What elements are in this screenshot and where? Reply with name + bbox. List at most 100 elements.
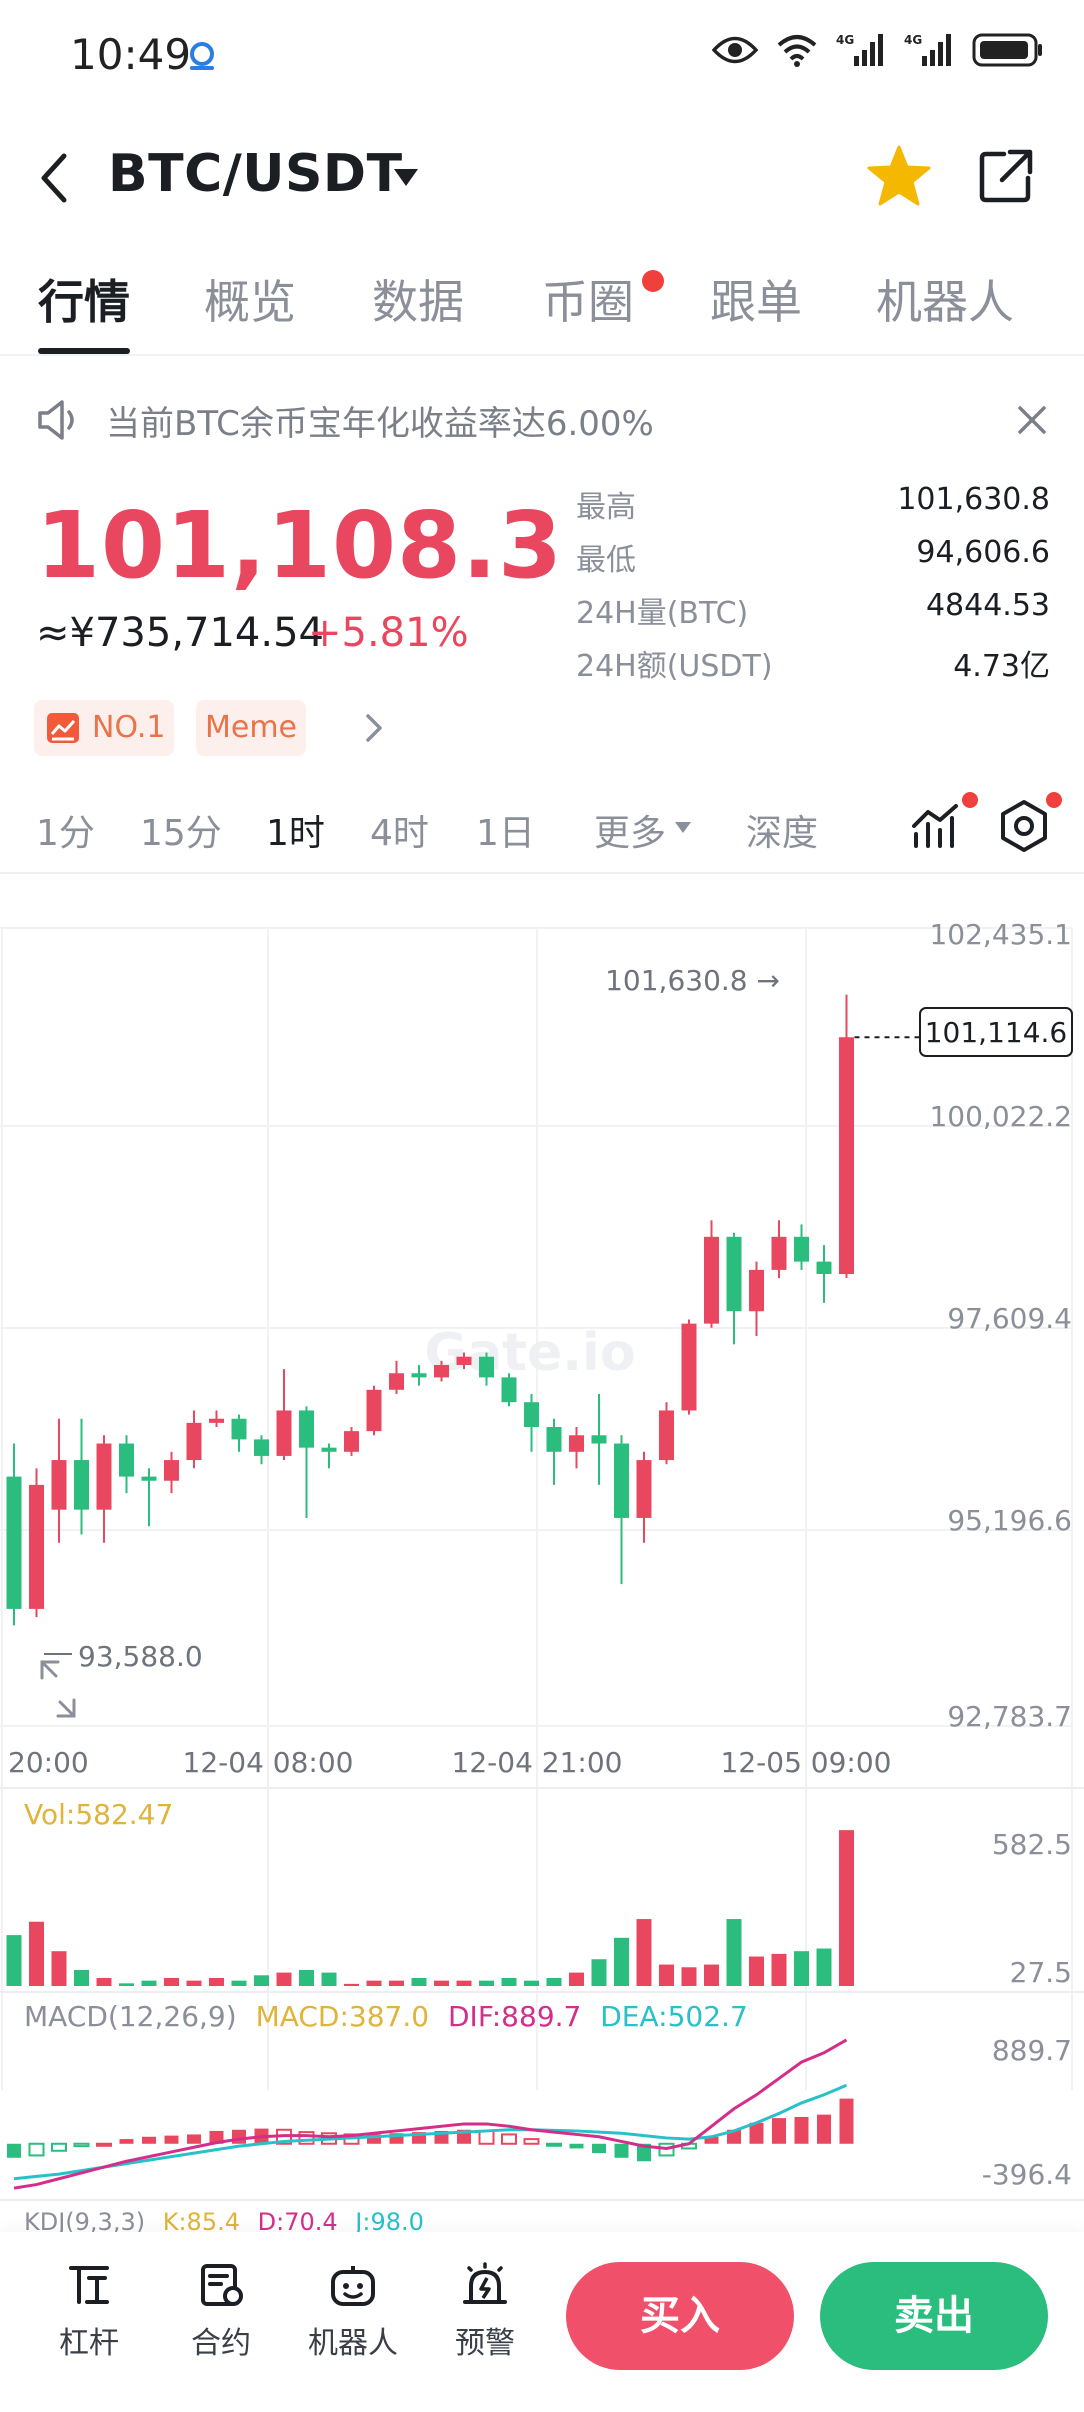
price-change-percent: +5.81% — [308, 610, 469, 656]
trend-chart-icon — [47, 713, 79, 743]
low-price-marker: 93,588.0 — [78, 1640, 203, 1673]
candle-body — [164, 1460, 179, 1481]
favorite-star-icon[interactable] — [866, 144, 932, 208]
alarm-nav[interactable]: 预警 — [430, 2262, 540, 2362]
stat-volume-value: 4844.53 — [925, 588, 1050, 623]
candle-body — [389, 1373, 404, 1390]
contract-nav[interactable]: 合约 — [166, 2262, 276, 2362]
volume-bar — [186, 1980, 202, 1986]
last-price: 101,108.3 — [36, 492, 563, 599]
volume-bar — [681, 1967, 697, 1986]
macd-histogram-bar — [187, 2134, 201, 2144]
volume-tick-label: 582.5 — [992, 1828, 1072, 1861]
volume-bar — [771, 1953, 787, 1986]
volume-bar — [614, 1937, 629, 1986]
macd-histogram-bar — [119, 2139, 134, 2144]
candle-body — [636, 1460, 652, 1518]
dif-line — [13, 2038, 848, 2190]
candle-body — [276, 1410, 292, 1456]
tab-community[interactable]: 币圈 — [542, 275, 634, 329]
indicator-icon[interactable] — [910, 800, 962, 852]
candle-body — [186, 1422, 202, 1461]
share-icon[interactable] — [976, 146, 1036, 206]
price-tick-label: 100,022.2 — [929, 1100, 1072, 1133]
tab-data[interactable]: 数据 — [372, 275, 464, 329]
candle-body — [614, 1443, 629, 1518]
announcement-text: 当前BTC余币宝年化收益率达6.00% — [106, 404, 654, 444]
category-tag[interactable]: Meme — [196, 700, 306, 756]
caret-down-icon[interactable] — [392, 166, 420, 188]
candle-body — [524, 1402, 539, 1427]
price-tick-label: 92,783.7 — [947, 1700, 1072, 1733]
macd-histogram-bar — [546, 2142, 562, 2147]
back-arrow-icon[interactable] — [30, 148, 80, 208]
rank-tag[interactable]: NO.1 — [34, 700, 174, 756]
status-bar: 10:49 4G 4G — [0, 0, 1084, 110]
close-icon[interactable] — [1012, 400, 1052, 440]
rank-tag-label: NO.1 — [92, 710, 166, 745]
leverage-nav[interactable]: 杠杆 — [34, 2262, 144, 2362]
interval-more[interactable]: 更多 — [594, 813, 667, 854]
interval-1d[interactable]: 1日 — [476, 813, 535, 854]
candle-body — [659, 1410, 674, 1461]
volume-bar — [636, 1919, 652, 1986]
price-cny: ≈¥735,714.54 — [36, 610, 324, 656]
volume-bar — [456, 1980, 472, 1986]
volume-bar — [29, 1921, 44, 1986]
caret-down-icon[interactable] — [674, 820, 692, 834]
tab-copy-trading[interactable]: 跟单 — [710, 275, 802, 329]
settings-gear-icon[interactable] — [996, 798, 1052, 854]
stat-low-label: 最低 — [576, 543, 636, 578]
announcement-bar[interactable]: 当前BTC余币宝年化收益率达6.00% — [0, 372, 1084, 462]
robot-nav[interactable]: 机器人 — [298, 2262, 408, 2362]
last-price-tag: 101,114.6 — [854, 1007, 1073, 1057]
sell-button[interactable]: 卖出 — [820, 2262, 1048, 2370]
macd-histogram-bar — [298, 2131, 315, 2145]
price-chart[interactable]: Gate.io 102,435.1 100,022.2 97,609.4 95,… — [0, 900, 1084, 2240]
status-time: 10:49 — [70, 30, 192, 79]
macd-histogram-bar — [7, 2143, 21, 2158]
volume-bar — [546, 1977, 562, 1986]
notification-dot — [642, 270, 664, 292]
candle-body — [794, 1236, 809, 1262]
candle-body — [411, 1373, 427, 1378]
price-tick-label: 97,609.4 — [947, 1302, 1072, 1335]
candle-body — [6, 1476, 22, 1609]
speaker-icon — [38, 400, 74, 440]
macd-histogram-bar — [749, 2122, 764, 2144]
chart-grid — [0, 927, 1084, 2201]
interval-1h[interactable]: 1时 — [266, 813, 325, 854]
candle-body — [366, 1389, 382, 1432]
macd-histogram-bar — [73, 2142, 90, 2148]
candle-body — [344, 1431, 359, 1452]
interval-4h[interactable]: 4时 — [370, 813, 429, 854]
volume-bar — [321, 1972, 337, 1986]
time-tick-label: 12-04 21:00 — [452, 1746, 623, 1779]
trading-pair-title[interactable]: BTC/USDT — [108, 144, 403, 204]
interval-15m[interactable]: 15分 — [140, 813, 222, 854]
volume-bar — [501, 1977, 517, 1986]
tab-market[interactable]: 行情 — [38, 275, 130, 329]
depth-chart-toggle[interactable]: 深度 — [746, 813, 819, 854]
macd-histogram-bar — [817, 2114, 831, 2144]
chevron-right-icon[interactable] — [360, 710, 388, 746]
volume-bar — [704, 1964, 719, 1986]
macd-histogram-bar — [704, 2136, 719, 2144]
candle-body — [299, 1410, 314, 1448]
volume-bar — [839, 1830, 854, 1986]
expand-chart-icon[interactable] — [40, 1660, 76, 1718]
candle-body — [96, 1443, 112, 1510]
tab-overview[interactable]: 概览 — [204, 275, 296, 329]
stat-high-label: 最高 — [576, 490, 636, 525]
candlestick-series — [6, 994, 854, 1626]
macd-histogram-bar — [794, 2116, 809, 2144]
notification-dot — [1046, 792, 1062, 808]
volume-series — [6, 1830, 854, 1986]
active-tab-indicator — [38, 348, 130, 354]
last-price-tag-value: 101,114.6 — [925, 1016, 1068, 1049]
buy-button[interactable]: 买入 — [566, 2262, 794, 2370]
volume-label: Vol:582.47 — [24, 1798, 173, 1831]
tab-bots[interactable]: 机器人 — [876, 275, 1014, 329]
price-tick-label: 95,196.6 — [947, 1504, 1072, 1537]
interval-1m[interactable]: 1分 — [36, 813, 95, 854]
